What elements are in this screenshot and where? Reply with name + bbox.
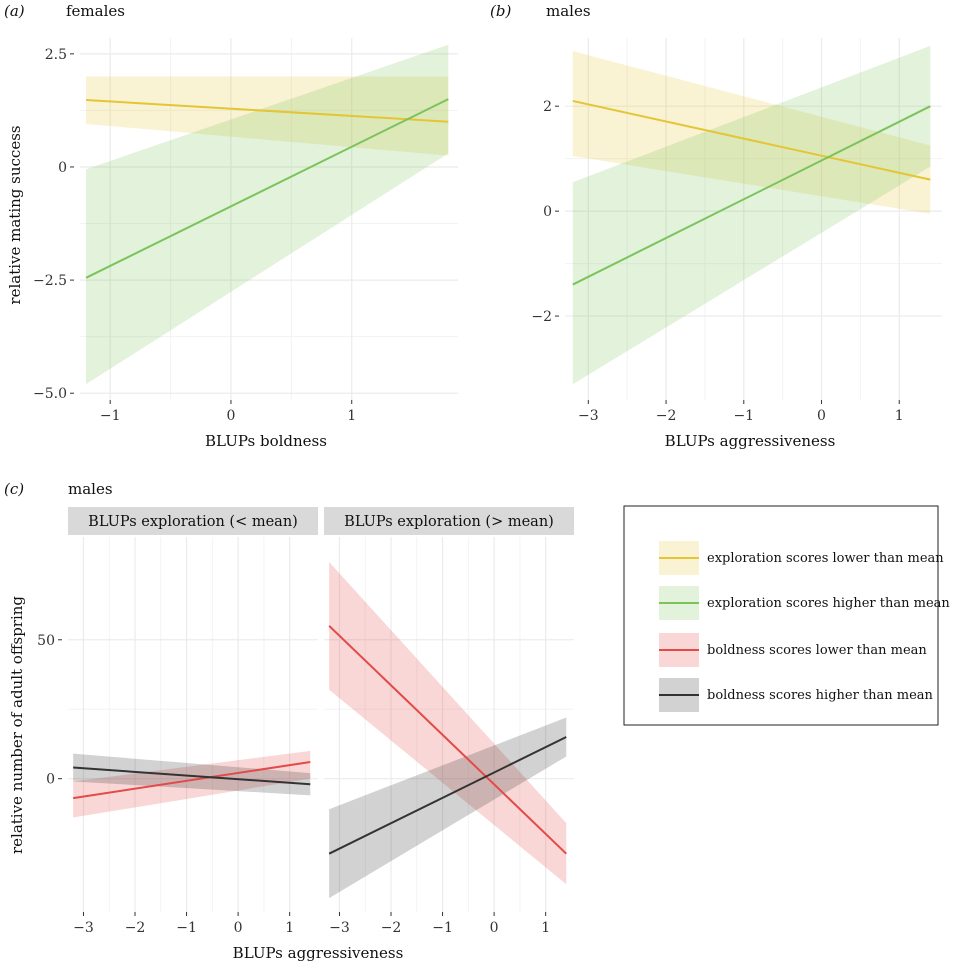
panel-a-plot: −1 0 1 2.5 0 −2.5 −5.0 <box>33 38 458 424</box>
panel-a-ytick-label: −2.5 <box>33 273 67 289</box>
panel-a-line-green <box>85 98 449 279</box>
panel-b-xtick-label: −3 <box>578 408 599 424</box>
facet-2-strip-label: BLUPs exploration (> mean) <box>344 514 554 530</box>
facet-2-xtick-label: 0 <box>490 920 499 936</box>
facet-1-strip-label: BLUPs exploration (< mean) <box>88 514 298 530</box>
panel-b-xlabel: BLUPs aggressiveness <box>665 432 836 450</box>
panel-c-ylabel: relative number of adult offspring <box>8 596 26 854</box>
panel-b-ytick-label: 0 <box>543 204 552 220</box>
panel-b-line-yellow <box>572 99 931 181</box>
panel-b-label: (b) <box>490 2 511 20</box>
panel-b-ribbon-green <box>572 45 931 385</box>
panel-a-ylabel: relative mating success <box>6 125 24 304</box>
facet-1-ytick-label: 0 <box>46 772 55 788</box>
panel-a-xtick-label: −1 <box>100 408 121 424</box>
panel-b-subtitle: males <box>546 2 591 20</box>
panel-a-ytick-label: 2.5 <box>45 47 67 63</box>
facet-1-ribbon-black <box>73 753 311 796</box>
panel-a-subtitle: females <box>66 2 125 20</box>
facet-2-xtick-label: 1 <box>541 920 550 936</box>
facet-2-strip <box>324 507 574 535</box>
facet-1-xtick-label: −3 <box>73 920 94 936</box>
panel-a-ribbon-green <box>86 44 449 385</box>
legend-label: boldness scores lower than mean <box>707 643 927 658</box>
panel-a: (a) females −1 0 1 2.5 0 −2.5 −5.0 BLUPs boldn… <box>4 2 458 450</box>
legend-label: exploration scores lower than mean <box>707 551 944 566</box>
panel-b-xtick-label: 1 <box>895 408 904 424</box>
facet-2-line-black <box>328 736 567 855</box>
panel-c-label: (c) <box>4 480 24 498</box>
facet-1-ytick-label: 50 <box>37 633 55 649</box>
panel-c-xlabel: BLUPs aggressiveness <box>233 944 404 962</box>
panel-a-line-yellow <box>85 98 449 123</box>
facet-1-xtick-label: −1 <box>176 920 197 936</box>
facet-2-xtick-label: −2 <box>381 920 402 936</box>
legend-items: exploration scores lower than mean explor… <box>659 541 950 712</box>
panel-c: (c) males BLUPs exploration (< mean) BLU… <box>4 480 574 962</box>
facet-2-line-red <box>328 625 567 855</box>
facet-2-xtick-label: −1 <box>432 920 453 936</box>
panel-a-xtick-label: 0 <box>226 408 235 424</box>
panel-a-label: (a) <box>4 2 25 20</box>
facet-1-strip <box>68 507 318 535</box>
panel-b-ytick-label: 2 <box>543 99 552 115</box>
panel-a-ytick-label: 0 <box>58 160 67 176</box>
panel-c-subtitle: males <box>68 480 113 498</box>
facet-2-plot: −3 −2 −1 0 1 <box>324 537 574 936</box>
panel-b-ribbon-yellow <box>572 51 931 214</box>
facet-1-ribbon-red <box>73 750 311 818</box>
panel-b-line-green <box>572 105 931 286</box>
facet-2-ribbon-black <box>329 717 567 899</box>
facet-1-line-red <box>73 761 311 800</box>
panel-a-ribbon-yellow <box>86 76 449 156</box>
legend-label: boldness scores higher than mean <box>707 688 934 703</box>
facet-1-line-black <box>73 766 311 786</box>
legend-box <box>623 505 939 726</box>
panel-b-xtick-label: −2 <box>656 408 677 424</box>
legend: exploration scores lower than mean explor… <box>623 505 950 726</box>
panel-a-xtick-label: 1 <box>347 408 356 424</box>
facet-1-plot: −3 −2 −1 0 1 50 0 <box>37 537 318 936</box>
panel-a-ytick-label: −5.0 <box>33 386 67 402</box>
panel-b-ytick-label: −2 <box>531 309 552 325</box>
legend-label: exploration scores higher than mean <box>707 596 950 611</box>
panel-b-xtick-label: −1 <box>733 408 754 424</box>
facet-2-xtick-label: −3 <box>329 920 350 936</box>
panel-b-xtick-label: 0 <box>817 408 826 424</box>
panel-b: (b) males −3 −2 −1 0 1 2 0 −2 BLUPs aggressiven… <box>490 2 942 450</box>
facet-1-xtick-label: 0 <box>234 920 243 936</box>
panel-b-plot: −3 −2 −1 0 1 2 0 −2 <box>531 38 942 424</box>
facet-1-xtick-label: 1 <box>285 920 294 936</box>
facet-1-xtick-label: −2 <box>125 920 146 936</box>
panel-a-xlabel: BLUPs boldness <box>205 432 327 450</box>
facet-2-ribbon-red <box>329 562 567 885</box>
